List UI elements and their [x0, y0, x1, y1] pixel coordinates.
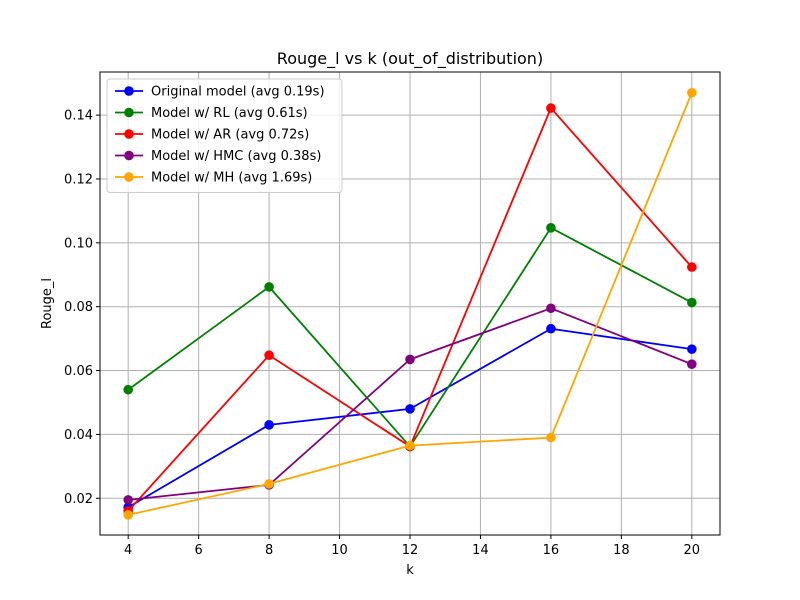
- data-point: [264, 479, 274, 489]
- data-point: [546, 103, 556, 113]
- legend-item: Model w/ RL (avg 0.61s): [115, 106, 308, 121]
- legend-label: Model w/ HMC (avg 0.38s): [151, 149, 321, 164]
- legend-swatch-marker: [124, 107, 134, 118]
- data-point: [687, 344, 697, 354]
- legend-item: Model w/ AR (avg 0.72s): [115, 128, 309, 143]
- x-axis-label: k: [406, 563, 414, 578]
- series-5: [123, 87, 697, 520]
- y-tick-label: 0.12: [64, 172, 93, 187]
- legend-label: Model w/ RL (avg 0.61s): [151, 106, 308, 121]
- y-axis-label: Rouge_l: [40, 278, 55, 329]
- y-tick-label: 0.04: [64, 428, 93, 443]
- grid-layer: [100, 72, 720, 535]
- x-tick-label: 10: [331, 543, 348, 558]
- data-point: [687, 262, 697, 272]
- data-point: [546, 432, 556, 443]
- x-tick-label: 4: [124, 543, 132, 558]
- data-point: [405, 404, 415, 414]
- data-point: [264, 282, 274, 292]
- legend-swatch-marker: [124, 129, 134, 139]
- data-point: [123, 384, 133, 395]
- data-point: [405, 440, 415, 451]
- y-tick-label: 0.10: [64, 236, 93, 251]
- legend-label: Original model (avg 0.19s): [151, 85, 325, 100]
- legend-label: Model w/ MH (avg 1.69s): [151, 171, 312, 186]
- data-point: [687, 297, 697, 308]
- legend-swatch-marker: [124, 86, 134, 96]
- tick-layer: 4 6 8 10 12 14 16 18 20 0.02 0.04 0.06 0.08 0.10 0.12 0…: [64, 109, 700, 558]
- x-tick-label: 20: [684, 543, 701, 558]
- data-point: [687, 87, 697, 98]
- legend-item: Model w/ MH (avg 1.69s): [115, 171, 312, 186]
- data-point: [687, 359, 697, 369]
- data-point: [546, 223, 556, 233]
- y-tick-label: 0.06: [64, 364, 93, 379]
- x-tick-label: 14: [472, 543, 489, 558]
- legend-swatch-marker: [124, 150, 134, 161]
- data-point: [264, 420, 274, 430]
- x-tick-label: 6: [194, 543, 202, 558]
- x-tick-label: 16: [543, 543, 560, 558]
- data-point: [264, 350, 274, 361]
- legend-item: Model w/ HMC (avg 0.38s): [115, 149, 321, 164]
- y-tick-label: 0.14: [64, 109, 93, 124]
- series-layer: [123, 87, 697, 520]
- legend-item: Original model (avg 0.19s): [115, 85, 325, 100]
- data-point: [123, 510, 133, 520]
- data-point: [546, 323, 556, 334]
- y-tick-label: 0.02: [64, 492, 93, 507]
- legend-label: Model w/ AR (avg 0.72s): [151, 128, 309, 143]
- data-point: [123, 495, 133, 505]
- legend: Original model (avg 0.19s) Model w/ RL (a…: [106, 78, 343, 193]
- data-point: [405, 354, 415, 365]
- legend-box: [106, 78, 343, 193]
- x-tick-label: 8: [265, 543, 273, 558]
- x-tick-label: 18: [613, 543, 630, 558]
- data-point: [546, 303, 556, 314]
- legend-swatch-marker: [124, 172, 134, 182]
- chart-title: Rouge_l vs k (out_of_distribution): [277, 49, 543, 69]
- y-tick-label: 0.08: [64, 300, 93, 315]
- x-tick-label: 12: [402, 543, 419, 558]
